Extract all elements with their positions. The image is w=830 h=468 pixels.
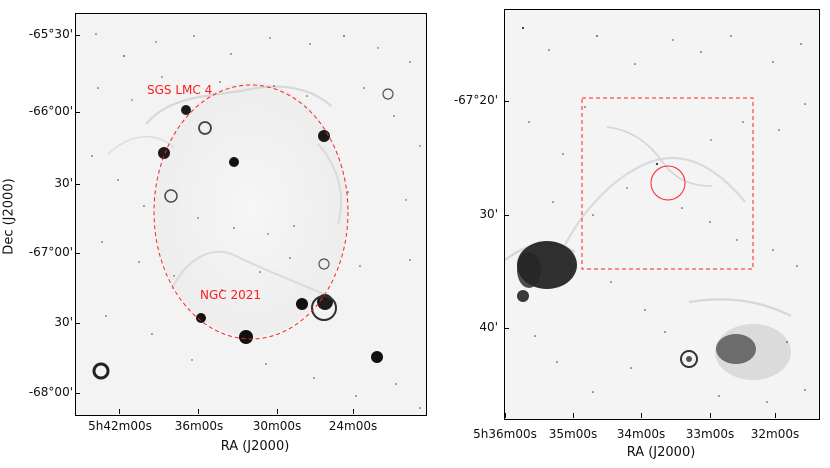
filament-arc bbox=[564, 156, 746, 246]
right-y-tick bbox=[504, 101, 509, 102]
left-x-tick bbox=[277, 409, 278, 414]
ring-nebula bbox=[198, 121, 212, 135]
left-y-tick bbox=[75, 323, 80, 324]
left-y-tick bbox=[75, 253, 80, 254]
ring-nebula bbox=[382, 88, 394, 100]
dark-emission-complex bbox=[716, 334, 756, 364]
filament-arc bbox=[688, 298, 792, 318]
right-star-field bbox=[521, 26, 806, 403]
ring-nebula bbox=[164, 189, 178, 203]
emission-knot bbox=[371, 351, 383, 363]
dark-emission-complex bbox=[517, 252, 541, 288]
left-x-tick bbox=[353, 409, 354, 414]
emission-knot bbox=[196, 313, 206, 323]
dark-emission-complex bbox=[517, 290, 529, 302]
right-x-tick bbox=[641, 413, 642, 418]
filament-arc bbox=[145, 85, 332, 125]
left-sky-image: SGS LMC 4 NGC 2021 bbox=[75, 13, 427, 416]
ring-nebula bbox=[92, 362, 110, 380]
star-field bbox=[91, 33, 421, 409]
emission-knot bbox=[181, 105, 191, 115]
zoom-region-box bbox=[581, 97, 754, 270]
left-x-tick bbox=[119, 409, 120, 414]
left-y-axis-label: Dec (J2000) bbox=[1, 178, 17, 255]
left-y-tick bbox=[75, 184, 80, 185]
filament-arc bbox=[171, 250, 329, 297]
ring-nebula bbox=[680, 350, 698, 368]
right-x-tick-label: 33m00s bbox=[685, 427, 735, 441]
emission-knot bbox=[296, 298, 308, 310]
right-x-tick bbox=[775, 413, 776, 418]
emission-knot bbox=[239, 330, 253, 344]
left-y-tick-label: -67°00' bbox=[28, 245, 73, 259]
right-x-tick bbox=[710, 413, 711, 418]
filament-arc bbox=[606, 126, 713, 187]
ring-core bbox=[686, 356, 692, 362]
right-x-tick-label: 34m00s bbox=[616, 427, 666, 441]
left-y-tick bbox=[75, 35, 80, 36]
right-image-background bbox=[505, 10, 819, 419]
emission-knot bbox=[158, 147, 170, 159]
annotation-ngc2021: NGC 2021 bbox=[200, 288, 262, 302]
left-x-tick-label: 36m00s bbox=[174, 419, 224, 433]
left-x-tick-label: 5h42m00s bbox=[88, 419, 152, 433]
right-x-tick-label: 35m00s bbox=[548, 427, 598, 441]
right-x-tick-label: 32m00s bbox=[750, 427, 800, 441]
annotation-sgs-lmc4: SGS LMC 4 bbox=[147, 83, 213, 97]
shell-halo bbox=[154, 82, 348, 336]
right-y-tick-label: 30' bbox=[479, 207, 498, 221]
shell-glow bbox=[715, 324, 791, 380]
right-x-tick bbox=[573, 413, 574, 418]
left-y-tick bbox=[75, 112, 80, 113]
ring-nebula bbox=[311, 295, 337, 321]
left-y-tick-label: -66°00' bbox=[28, 104, 73, 118]
left-y-tick bbox=[75, 393, 80, 394]
ring-nebula bbox=[318, 258, 330, 270]
right-x-tick bbox=[505, 413, 506, 418]
left-y-tick-label: 30' bbox=[54, 176, 73, 190]
left-y-tick-label: 30' bbox=[54, 315, 73, 329]
left-x-axis-label: RA (J2000) bbox=[220, 439, 290, 454]
right-y-tick-label: -67°20' bbox=[453, 93, 498, 107]
filament-arc bbox=[317, 143, 342, 225]
left-x-tick-label: 30m00s bbox=[252, 419, 302, 433]
right-x-axis-label: RA (J2000) bbox=[626, 445, 696, 460]
left-x-tick-label: 24m00s bbox=[328, 419, 378, 433]
emission-knot bbox=[229, 157, 239, 167]
left-sky-svg bbox=[76, 14, 426, 415]
right-y-tick bbox=[504, 215, 509, 216]
right-y-tick bbox=[504, 328, 509, 329]
right-sky-image bbox=[504, 9, 820, 420]
left-x-tick bbox=[198, 409, 199, 414]
left-y-tick-label: -65°30' bbox=[28, 27, 73, 41]
target-circle bbox=[650, 165, 686, 201]
right-y-tick-label: 40' bbox=[479, 320, 498, 334]
right-x-tick-label: 5h36m00s bbox=[473, 427, 537, 441]
left-y-tick-label: -68°00' bbox=[28, 385, 73, 399]
right-sky-svg bbox=[505, 10, 819, 419]
sgs-lmc4-outline bbox=[153, 84, 349, 340]
